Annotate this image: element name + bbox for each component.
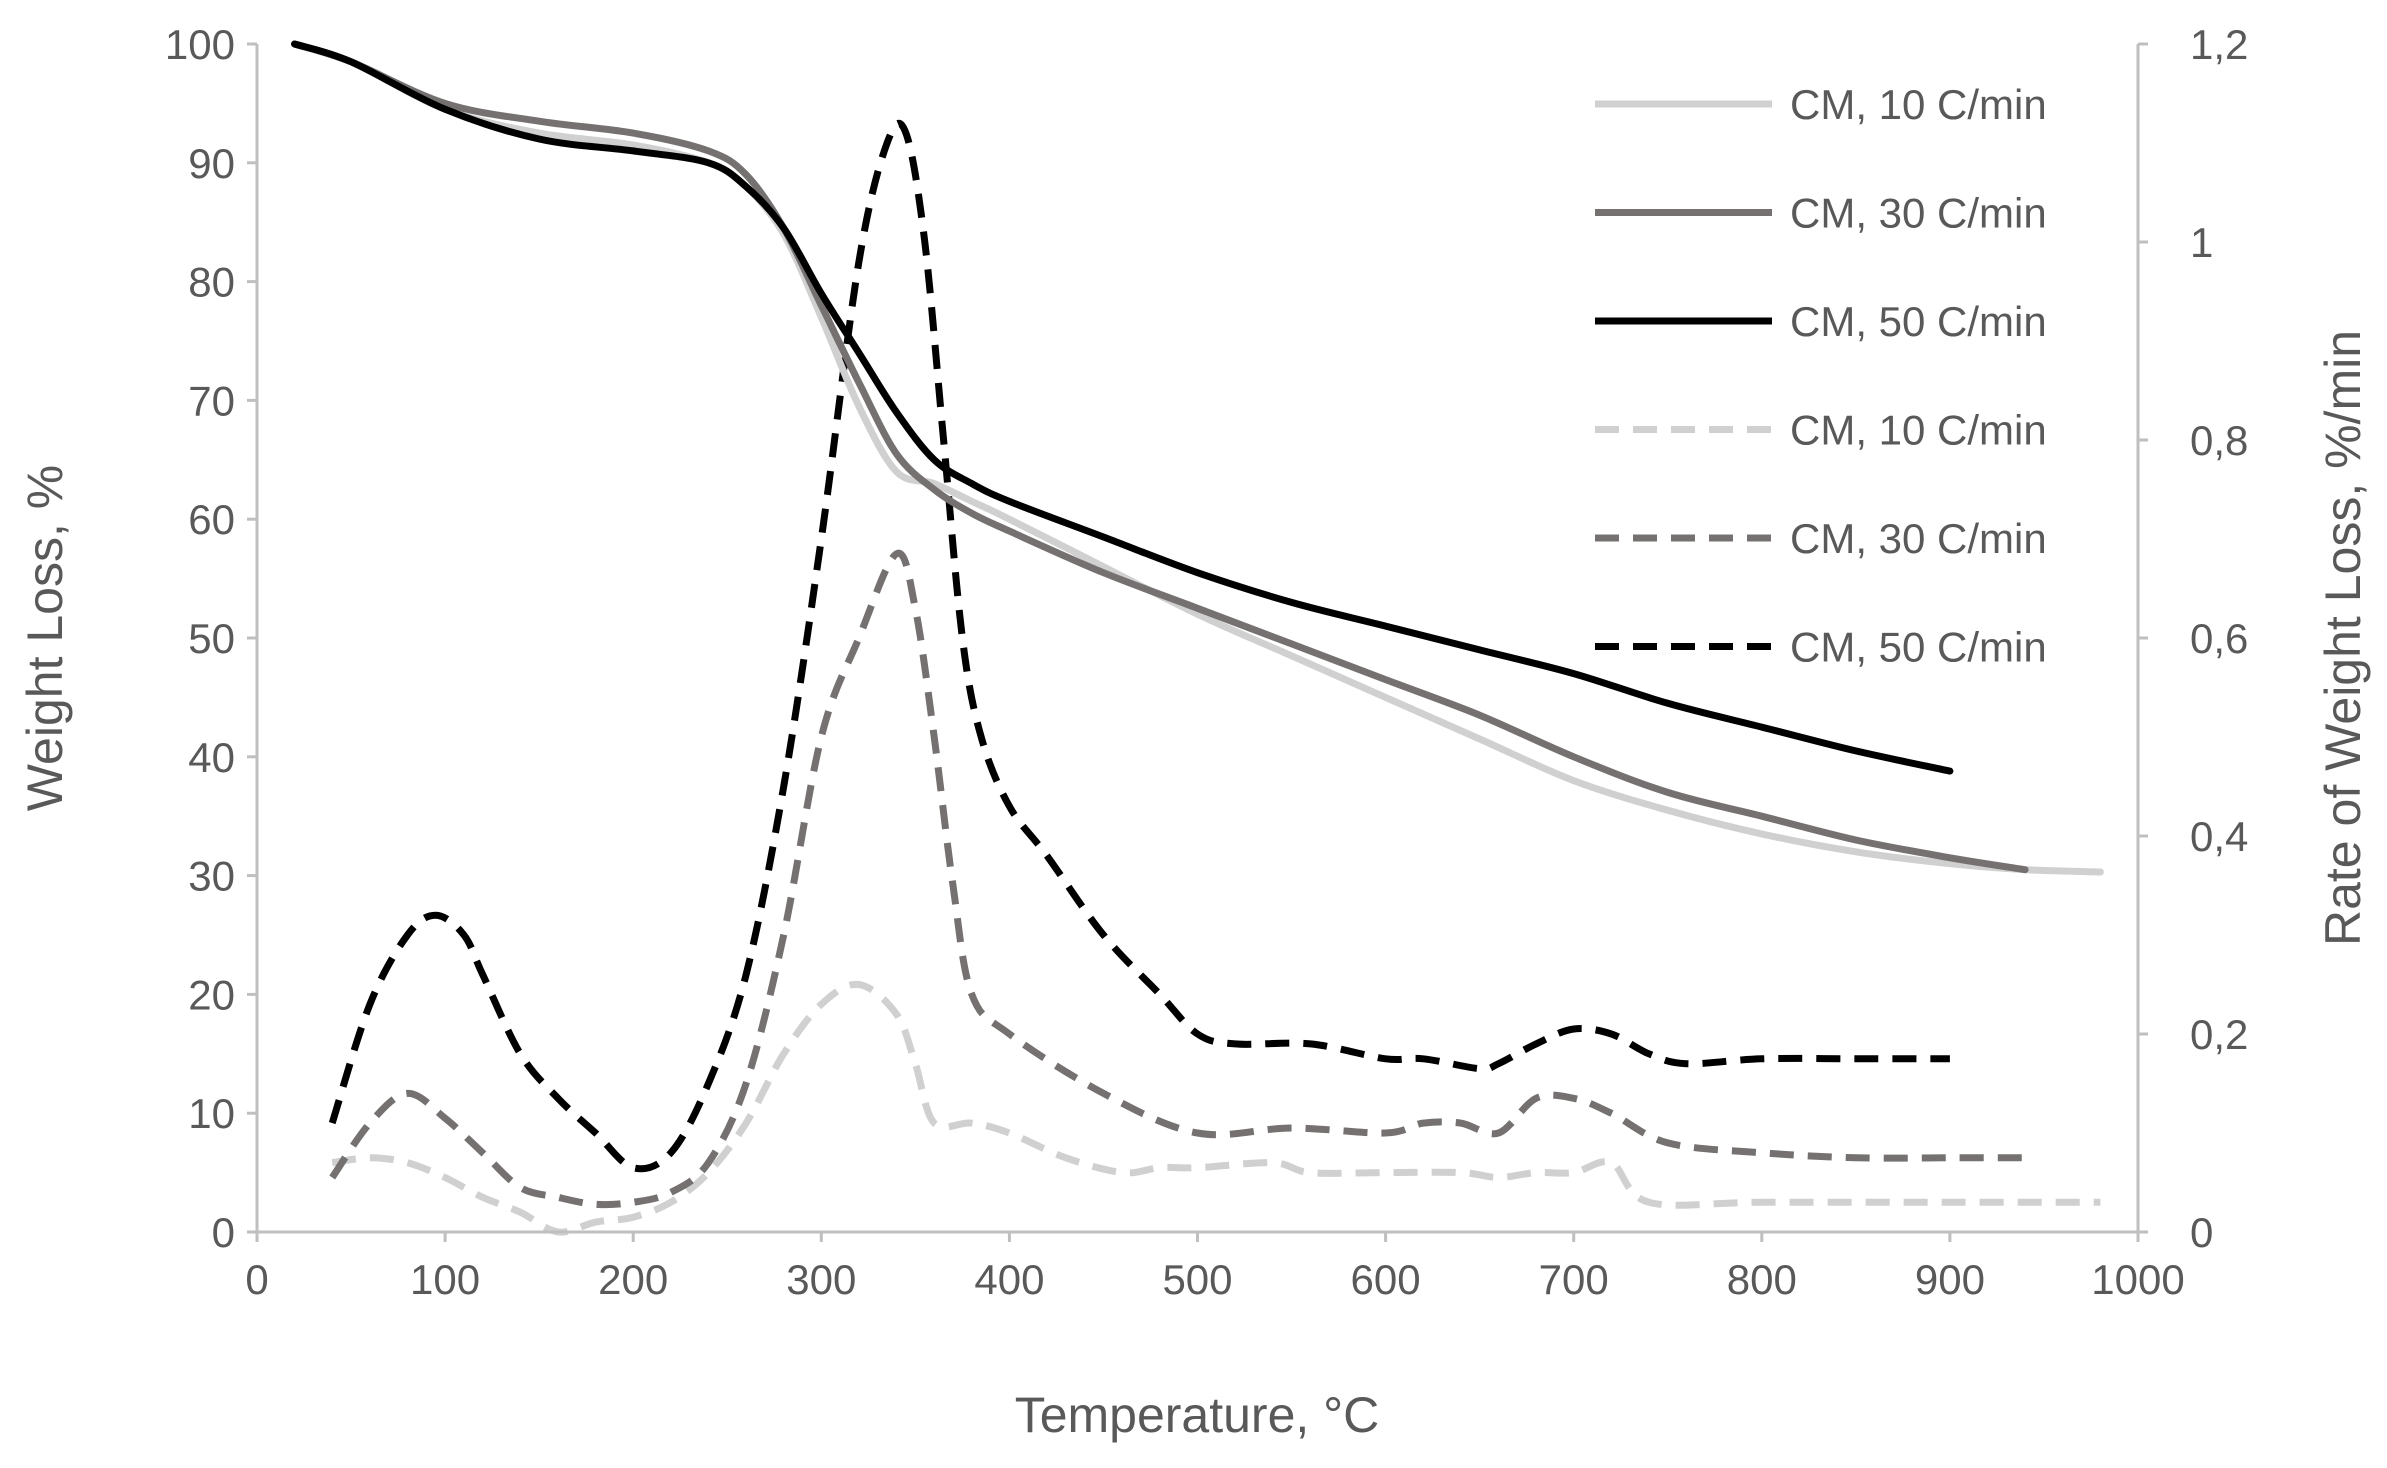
legend-label: CM, 50 C/min (1790, 624, 2047, 671)
y-tick-label: 10 (188, 1090, 235, 1137)
x-tick-label: 100 (410, 1256, 480, 1303)
y-tick-label: 40 (188, 734, 235, 781)
y2-tick-label: 1 (2190, 219, 2213, 266)
series-line-weight-10 (291, 40, 2104, 876)
y2-tick-labels: 0 0,2 0,4 0,6 0,8 1 1,2 (2138, 21, 2248, 1256)
x-tick-label: 300 (786, 1256, 856, 1303)
x-tick-label: 1000 (2091, 1256, 2184, 1303)
x-tick-label: 800 (1727, 1256, 1797, 1303)
y-tick-label: 90 (188, 140, 235, 187)
plot-area (291, 40, 2104, 1236)
y-tick-label: 100 (165, 21, 235, 68)
x-tick-label: 900 (1915, 1256, 1985, 1303)
y2-tick-label: 0,6 (2190, 615, 2248, 662)
legend-label: CM, 30 C/min (1790, 515, 2047, 562)
x-tick-labels: 0 100 200 300 400 500 600 700 800 900 1000 (245, 1232, 2185, 1303)
x-tick-label: 400 (974, 1256, 1044, 1303)
series-line-rate-50 (328, 119, 1950, 1173)
legend-label: CM, 10 C/min (1790, 407, 2047, 454)
y-tick-label: 20 (188, 971, 235, 1018)
legend: CM, 10 C/min CM, 30 C/min CM, 50 C/min CM, … (1595, 81, 2047, 671)
y-axis-title: Weight Loss, % (17, 465, 73, 811)
x-tick-label: 700 (1539, 1256, 1609, 1303)
x-tick-label: 600 (1351, 1256, 1421, 1303)
legend-label: CM, 30 C/min (1790, 190, 2047, 237)
y2-tick-label: 0,2 (2190, 1011, 2248, 1058)
x-tick-label: 200 (598, 1256, 668, 1303)
y-tick-label: 30 (188, 853, 235, 900)
y-tick-label: 0 (212, 1209, 235, 1256)
y-tick-label: 80 (188, 259, 235, 306)
legend-label: CM, 10 C/min (1790, 81, 2047, 128)
y-tick-label: 50 (188, 615, 235, 662)
y2-axis-title: Rate of Weight Loss, %/min (2315, 330, 2371, 946)
y2-tick-label: 0 (2190, 1209, 2213, 1256)
series-line-rate-30 (329, 549, 2026, 1209)
y-tick-labels: 0 10 20 30 40 50 60 70 80 90 100 (165, 21, 257, 1256)
x-axis-title: Temperature, °C (1015, 1387, 1380, 1443)
y-tick-label: 70 (188, 377, 235, 424)
y-tick-label: 60 (188, 496, 235, 543)
series-line-weight-30 (291, 40, 2029, 874)
series-line-weight-50 (291, 40, 1954, 775)
x-tick-label: 500 (1162, 1256, 1232, 1303)
y2-tick-label: 1,2 (2190, 21, 2248, 68)
y2-tick-label: 0,4 (2190, 813, 2248, 860)
x-tick-label: 0 (245, 1256, 268, 1303)
legend-label: CM, 50 C/min (1790, 298, 2047, 345)
y2-tick-label: 0,8 (2190, 417, 2248, 464)
series-line-rate-10 (331, 980, 2101, 1236)
